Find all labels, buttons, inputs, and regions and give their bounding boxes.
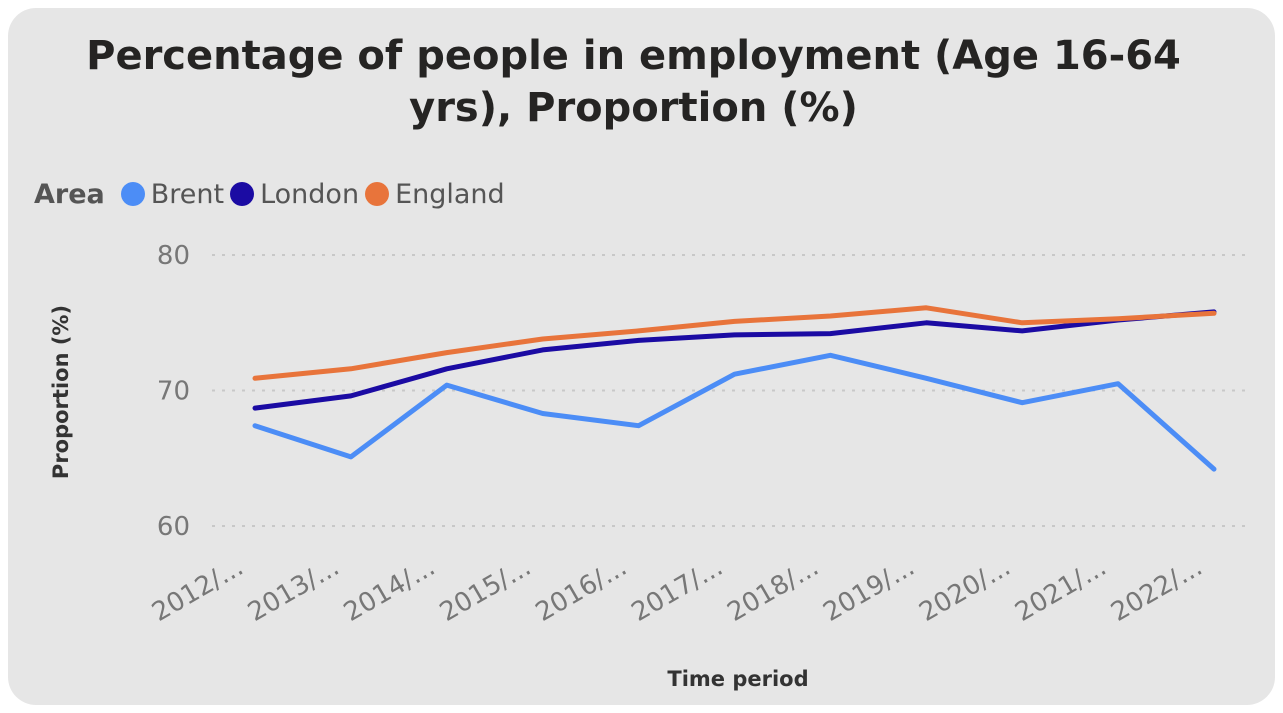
- legend-title: Area: [34, 178, 105, 210]
- series-lines: [252, 305, 1217, 472]
- y-tick-label: 60: [157, 512, 190, 542]
- x-axis-ticks: 2012/...2013/...2014/...2015/...2016/...…: [147, 552, 1207, 628]
- series-line-england[interactable]: [252, 305, 1217, 381]
- x-tick-label: 2020/...: [914, 552, 1015, 628]
- y-axis-title: Proportion (%): [49, 305, 73, 479]
- legend-item-england[interactable]: England: [365, 179, 505, 210]
- x-tick-label: 2017/...: [627, 552, 728, 628]
- chart-card: [8, 8, 1275, 705]
- legend-marker-brent: [120, 182, 145, 206]
- legend: Area Brent London England: [34, 176, 511, 212]
- x-tick-label: 2013/...: [243, 552, 344, 628]
- legend-marker-england: [365, 182, 390, 206]
- legend-item-london[interactable]: London: [230, 179, 359, 210]
- y-tick-label: 80: [157, 241, 190, 271]
- legend-label-brent: Brent: [150, 178, 225, 210]
- x-tick-label: 2019/...: [818, 552, 919, 628]
- x-tick-label: 2016/...: [531, 552, 632, 628]
- series-line-london[interactable]: [252, 309, 1217, 411]
- x-tick-label: 2014/...: [339, 552, 440, 628]
- legend-item-brent[interactable]: Brent: [120, 178, 225, 210]
- legend-marker-london: [230, 182, 255, 206]
- y-tick-label: 70: [157, 377, 190, 407]
- legend-label-england: England: [395, 178, 505, 210]
- gridlines: [212, 254, 1248, 527]
- chart-title: Percentage of people in employment (Age …: [86, 33, 1181, 131]
- y-axis-ticks: 60 70 80: [157, 241, 190, 542]
- legend-label-london: London: [260, 178, 360, 210]
- x-tick-label: 2015/...: [435, 552, 536, 628]
- x-tick-label: 2012/...: [147, 552, 248, 628]
- x-tick-label: 2018/...: [723, 552, 824, 628]
- series-line-brent[interactable]: [252, 352, 1217, 472]
- x-axis-title: Time period: [667, 667, 808, 691]
- x-tick-label: 2022/...: [1106, 552, 1207, 628]
- x-tick-label: 2021/...: [1010, 552, 1111, 628]
